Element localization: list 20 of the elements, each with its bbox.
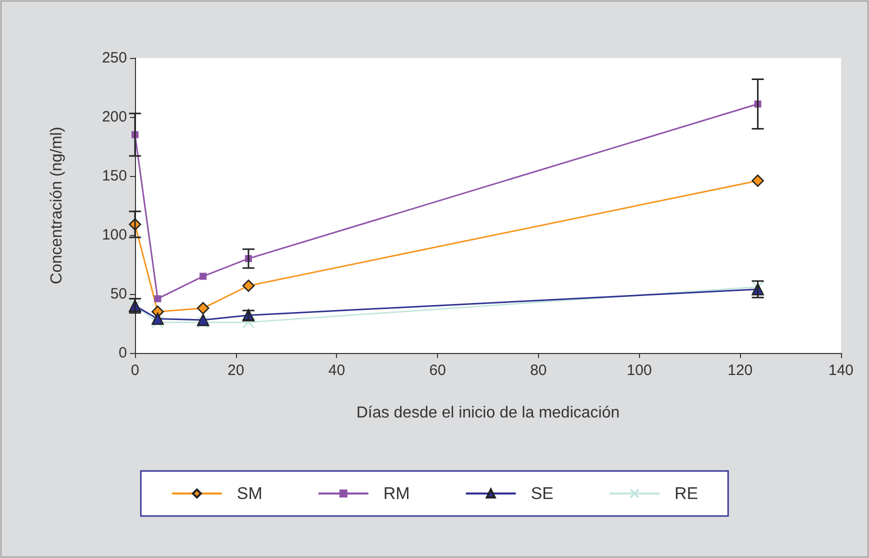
y-tick-label: 150 [102, 168, 127, 184]
x-tick-label: 120 [728, 362, 753, 379]
x-tick-label: 40 [328, 362, 346, 379]
x-tick-label: 60 [429, 362, 446, 379]
x-tick-label: 0 [130, 362, 140, 379]
x-tick-label: 80 [530, 362, 547, 379]
y-tick-label: 200 [102, 108, 127, 126]
legend-label: RE [674, 484, 698, 503]
legend-label: SM [236, 484, 262, 503]
x-tick-label: 140 [828, 362, 854, 379]
x-tick-label: 100 [626, 362, 652, 379]
legend-label: SE [530, 484, 554, 503]
y-tick-label: 50 [110, 286, 127, 302]
y-tick-label: 100 [102, 226, 127, 244]
x-axis-title: Días desde el inicio de la medicación [356, 404, 620, 422]
y-tick-label: 0 [118, 344, 127, 362]
legend-label: RM [383, 484, 410, 503]
y-tick-label: 250 [102, 50, 127, 66]
x-tick-label: 20 [228, 362, 244, 379]
y-axis-title: Concentración (ng/ml) [48, 126, 66, 284]
